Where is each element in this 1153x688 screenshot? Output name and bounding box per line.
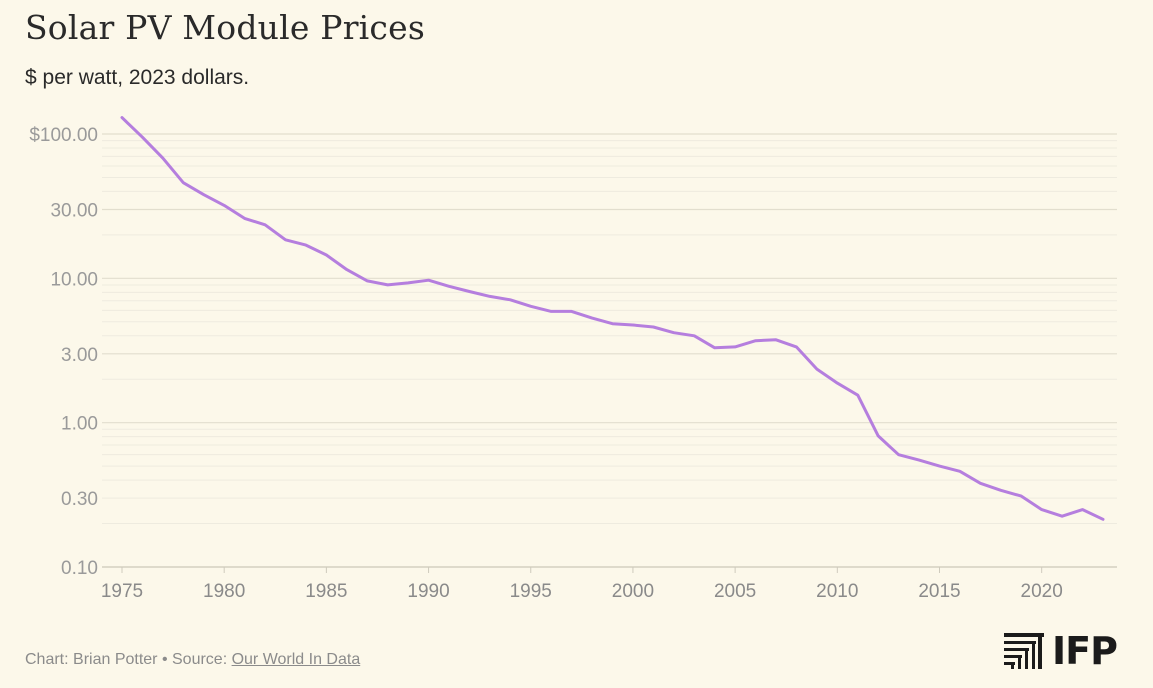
x-tick-label: 2005 (714, 581, 756, 602)
y-tick-label: 3.00 (61, 345, 98, 366)
y-tick-label: 1.00 (61, 414, 98, 435)
x-axis-tick-labels: 1975 1980 1985 1990 1995 2000 2005 2010 2015 2020 (101, 567, 1063, 602)
x-tick-label: 2000 (612, 581, 654, 602)
logo-text: IFP (1052, 632, 1117, 670)
y-tick-label: 10.00 (50, 269, 98, 290)
x-tick-label: 2010 (816, 581, 858, 602)
ifp-logo: IFP (1004, 632, 1117, 670)
y-tick-label: $100.00 (29, 125, 98, 146)
x-tick-label: 1990 (407, 581, 449, 602)
x-tick-label: 2020 (1021, 581, 1063, 602)
x-tick-label: 2015 (918, 581, 960, 602)
y-tick-label: 0.10 (61, 558, 98, 579)
credit-text: Chart: Brian Potter • Source: (25, 651, 232, 668)
y-tick-label: 0.30 (61, 489, 98, 510)
x-tick-label: 1985 (305, 581, 347, 602)
y-tick-label: 30.00 (50, 200, 98, 221)
x-tick-label: 1975 (101, 581, 143, 602)
x-tick-label: 1980 (203, 581, 245, 602)
gridlines (102, 134, 1117, 567)
source-link[interactable]: Our World In Data (232, 651, 361, 668)
ifp-stripes-icon (1004, 633, 1044, 669)
y-axis-tick-labels: 0.10 0.30 1.00 3.00 10.00 30.00 $100.00 (29, 125, 98, 579)
chart-footer: Chart: Brian Potter • Source: Our World … (25, 651, 360, 669)
x-tick-label: 1995 (510, 581, 552, 602)
